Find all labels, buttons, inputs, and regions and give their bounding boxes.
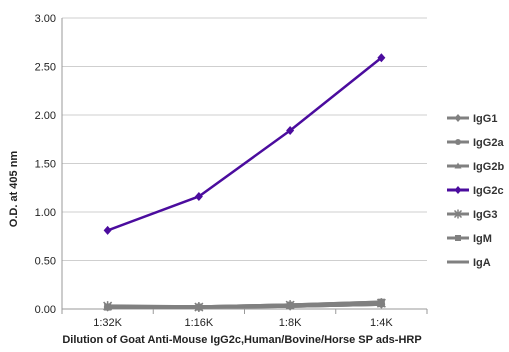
legend-label: IgG2a (473, 137, 504, 149)
y-tick-label: 2.00 (35, 110, 56, 122)
legend-label: IgG1 (473, 113, 497, 125)
data-point (454, 186, 462, 194)
y-tick-label: 1.50 (35, 159, 56, 171)
legend-item-iga: IgA (447, 257, 491, 269)
y-tick-label: 0.00 (35, 304, 56, 316)
y-tick-label: 1.00 (35, 207, 56, 219)
grid-lines (61, 17, 428, 314)
data-point (454, 162, 462, 169)
legend-item-igm: IgM (447, 233, 492, 245)
data-point (454, 114, 462, 122)
legend-item-igg3: IgG3 (447, 209, 497, 221)
legend-label: IgG3 (473, 209, 497, 221)
x-tick-label: 1:32K (93, 317, 122, 329)
data-point (286, 126, 295, 136)
x-tick-label: 1:4K (370, 317, 393, 329)
legend: IgG1 IgG2a IgG2b IgG2c IgG3 IgM IgA (447, 113, 504, 269)
series-igg2c (103, 53, 386, 235)
legend-label: IgA (473, 257, 491, 269)
data-point (455, 139, 461, 145)
series-line (107, 56, 383, 232)
data-point (453, 209, 463, 219)
y-axis-title: O.D. at 405 nm (8, 151, 20, 228)
legend-label: IgM (473, 233, 492, 245)
x-tick-label: 1:16K (185, 317, 214, 329)
legend-label: IgG2c (473, 185, 504, 197)
series-line (107, 300, 382, 309)
data-point (455, 235, 461, 241)
x-tick-label: 1:8K (279, 317, 302, 329)
data-point (377, 53, 386, 63)
y-tick-label: 2.50 (35, 62, 56, 74)
data-point (103, 225, 112, 235)
legend-item-igg2a: IgG2a (447, 137, 504, 149)
legend-item-igg1: IgG1 (447, 113, 497, 125)
y-tick-label: 3.00 (35, 13, 56, 25)
data-point (194, 191, 203, 201)
series-iga (107, 300, 382, 309)
x-tick-labels: 1:32K 1:16K 1:8K 1:4K (93, 317, 393, 329)
x-axis-title: Dilution of Goat Anti-Mouse IgG2c,Human/… (62, 334, 421, 346)
y-tick-labels: 0.00 0.50 1.00 1.50 2.00 2.50 3.00 (35, 13, 56, 316)
legend-item-igg2c: IgG2c (447, 185, 504, 197)
series-group (103, 53, 386, 313)
legend-item-igg2b: IgG2b (447, 161, 504, 173)
y-tick-label: 0.50 (35, 256, 56, 268)
legend-label: IgG2b (473, 161, 504, 173)
